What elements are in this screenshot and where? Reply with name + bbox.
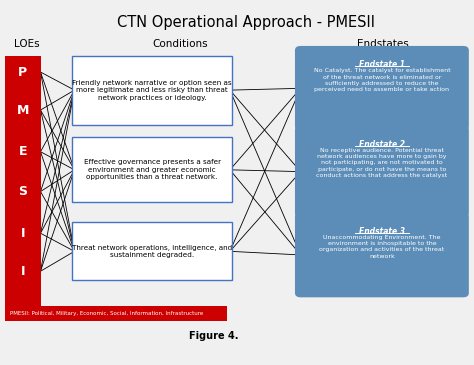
- Text: Endstate 3: Endstate 3: [359, 227, 405, 236]
- Text: E: E: [18, 145, 27, 158]
- FancyBboxPatch shape: [72, 56, 232, 124]
- Text: LOEs: LOEs: [15, 39, 40, 49]
- FancyBboxPatch shape: [295, 126, 469, 218]
- Text: Figure 4.: Figure 4.: [189, 331, 238, 341]
- FancyBboxPatch shape: [295, 46, 469, 131]
- Text: No receptive audience. Potential threat
network audiences have more to gain by
n: No receptive audience. Potential threat …: [316, 148, 447, 178]
- Text: P: P: [18, 66, 27, 78]
- FancyBboxPatch shape: [5, 56, 40, 309]
- FancyBboxPatch shape: [72, 137, 232, 203]
- Text: Unaccommodating Environment. The
environment is inhospitable to the
organization: Unaccommodating Environment. The environ…: [319, 235, 445, 259]
- FancyBboxPatch shape: [295, 212, 469, 297]
- Text: Friendly network narrative or option seen as
more legitimate and less risky than: Friendly network narrative or option see…: [73, 80, 232, 101]
- FancyBboxPatch shape: [5, 306, 227, 321]
- Text: Endstate 2: Endstate 2: [359, 140, 405, 149]
- Text: No Catalyst. The catalyst for establishment
of the threat network is eliminated : No Catalyst. The catalyst for establishm…: [314, 68, 450, 92]
- FancyBboxPatch shape: [72, 222, 232, 280]
- Text: I: I: [20, 227, 25, 240]
- Text: M: M: [17, 104, 29, 116]
- Text: Endstates: Endstates: [357, 39, 409, 49]
- Text: Endstate 1: Endstate 1: [359, 61, 405, 69]
- Text: Effective governance presents a safer
environment and greater economic
opportuni: Effective governance presents a safer en…: [83, 159, 221, 180]
- Text: PMESII: Political, Military, Economic, Social, Information, Infrastructure: PMESII: Political, Military, Economic, S…: [10, 311, 203, 316]
- Text: Threat network operations, intelligence, and
sustainment degraded.: Threat network operations, intelligence,…: [72, 245, 232, 258]
- Text: S: S: [18, 185, 27, 198]
- Text: CTN Operational Approach - PMESII: CTN Operational Approach - PMESII: [118, 15, 375, 30]
- Text: I: I: [20, 265, 25, 278]
- Text: Conditions: Conditions: [153, 39, 208, 49]
